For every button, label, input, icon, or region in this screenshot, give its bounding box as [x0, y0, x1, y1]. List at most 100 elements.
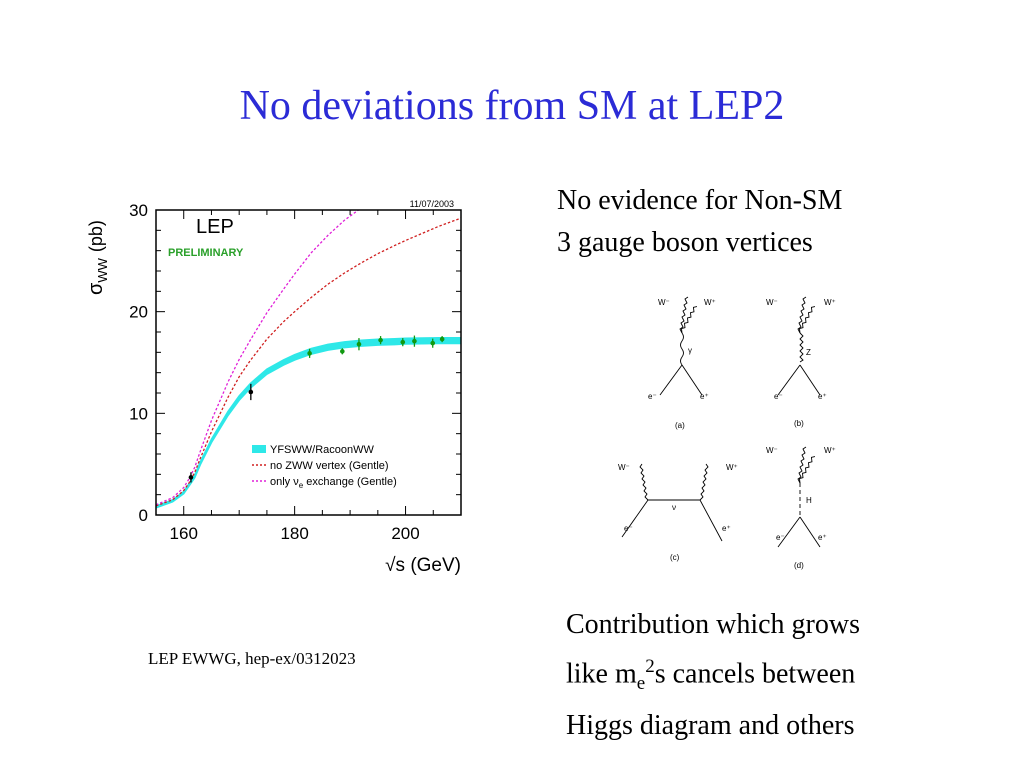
label-a-bl: e⁻ [648, 392, 657, 401]
legend-label-nue: only νe exchange (Gentle) [270, 476, 397, 490]
note-bottom-line2-pre: like m [566, 658, 637, 690]
wboson-line [679, 296, 689, 334]
y-tick-label: 30 [129, 201, 148, 220]
legend-nue-sub: e [299, 481, 304, 490]
legend-nue-main: only ν [270, 476, 299, 488]
data-point [430, 340, 436, 346]
series-band-yfsww [156, 336, 461, 509]
note-bottom-line1: Contribution which grows [566, 609, 860, 640]
note-bottom-line2-post: s cancels between [654, 658, 856, 690]
label-a-caption: (a) [675, 421, 685, 430]
y-tick-label: 10 [129, 404, 148, 423]
diagram-labels: W⁻ W⁺ γ e⁻ e⁺ (a) W⁻ W⁺ Z e⁻ e⁺ (b) W⁻ W… [618, 298, 836, 570]
lep-label: LEP [196, 216, 234, 238]
label-a-tl: W⁻ [658, 298, 670, 307]
series-line-no-zww [156, 217, 461, 507]
data-point [356, 341, 362, 347]
diagram-c [621, 463, 723, 542]
diagram-b [777, 296, 821, 396]
note-top-line2: 3 gauge boson vertices [557, 227, 813, 258]
label-c-bl: e⁻ [624, 524, 633, 533]
series-line-only-nue [156, 210, 360, 506]
label-c-tr: W⁺ [726, 463, 738, 472]
y-axis-label-text: σWW (pb) [85, 220, 110, 295]
axis-ticks: 160 180 200 0 10 20 30 [129, 201, 462, 543]
wboson-line [797, 446, 807, 484]
y-axis-sub: WW [95, 257, 110, 282]
photon-line [680, 332, 684, 366]
fermion-line [777, 364, 801, 396]
label-d-mid: H [806, 496, 812, 505]
x-tick-label: 160 [170, 524, 198, 543]
label-d-bl: e⁻ [776, 533, 785, 542]
zboson-line [799, 332, 804, 363]
legend-label-zww: no ZWW vertex (Gentle) [270, 460, 389, 472]
feynman-diagrams: W⁻ W⁺ γ e⁻ e⁺ (a) W⁻ W⁺ Z e⁻ e⁺ (b) W⁻ W… [618, 296, 836, 570]
label-b-br: e⁺ [818, 392, 827, 401]
data-point [307, 351, 312, 356]
label-c-caption: (c) [670, 553, 680, 562]
wboson-line [798, 306, 816, 334]
label-d-br: e⁺ [818, 533, 827, 542]
ww-cross-section-chart: 160 180 200 0 10 20 30 11/07/2003 LEP PRELIMIN… [85, 199, 462, 576]
data-point [378, 337, 383, 343]
wboson-line [699, 463, 709, 501]
plot-area [156, 210, 461, 509]
fermion-line [659, 364, 683, 396]
note-top-line1: No evidence for Non-SM [557, 185, 843, 216]
y-axis-sigma: σ [85, 282, 107, 295]
fermion-line [621, 499, 649, 538]
note-bottom: Contribution which grows like me2s cance… [566, 604, 860, 747]
note-bottom-line2: like me2s cancels between [566, 646, 860, 705]
data-point [248, 389, 254, 395]
legend: YFSWW/RacoonWW no ZWW vertex (Gentle) on… [252, 444, 397, 490]
label-d-tr: W⁺ [824, 446, 836, 455]
slide-title: No deviations from SM at LEP2 [239, 83, 785, 129]
citation: LEP EWWG, hep-ex/0312023 [148, 649, 356, 668]
label-c-tl: W⁻ [618, 463, 630, 472]
x-axis-label: √s (GeV) [385, 555, 461, 576]
data-point [188, 475, 194, 480]
fermion-line [699, 499, 723, 542]
label-c-mid: ν [672, 503, 676, 512]
note-bottom-line2-sup: 2 [645, 656, 655, 677]
fermion-line [799, 364, 821, 396]
data-point [340, 349, 345, 354]
diagram-d [777, 446, 821, 548]
plot-frame [155, 209, 462, 516]
legend-nue-tail: exchange (Gentle) [303, 476, 397, 488]
chart-date: 11/07/2003 [410, 199, 454, 209]
fermion-line [799, 516, 821, 548]
y-tick-label: 20 [129, 303, 148, 322]
label-c-br: e⁺ [722, 524, 731, 533]
label-b-tr: W⁺ [824, 298, 836, 307]
note-bottom-line3: Higgs diagram and others [566, 709, 855, 741]
diagram-a [659, 296, 703, 396]
y-axis-unit: (pb) [86, 220, 106, 252]
y-axis-label: σWW (pb) [85, 220, 110, 295]
preliminary-label: PRELIMINARY [168, 247, 244, 259]
wboson-line [680, 306, 698, 334]
x-tick-label: 200 [391, 524, 419, 543]
note-top: No evidence for Non-SM 3 gauge boson ver… [557, 180, 842, 264]
label-a-br: e⁺ [700, 392, 709, 401]
y-tick-label: 0 [139, 506, 148, 525]
data-point [400, 339, 406, 345]
label-a-tr: W⁺ [704, 298, 716, 307]
label-b-bl: e⁻ [774, 392, 783, 401]
data-point [439, 336, 445, 342]
label-d-caption: (d) [794, 561, 804, 570]
wboson-line [797, 296, 807, 334]
data-point [412, 338, 417, 344]
label-a-mid: γ [688, 346, 692, 355]
label-b-caption: (b) [794, 419, 804, 428]
wboson-line [639, 463, 649, 501]
note-bottom-line2-sub: e [636, 672, 646, 694]
legend-label-band: YFSWW/RacoonWW [270, 444, 375, 456]
label-b-mid: Z [806, 348, 811, 357]
fermion-line [681, 364, 703, 396]
wboson-line [798, 456, 816, 484]
fermion-line [777, 516, 801, 548]
x-tick-label: 180 [280, 524, 308, 543]
label-b-tl: W⁻ [766, 298, 778, 307]
